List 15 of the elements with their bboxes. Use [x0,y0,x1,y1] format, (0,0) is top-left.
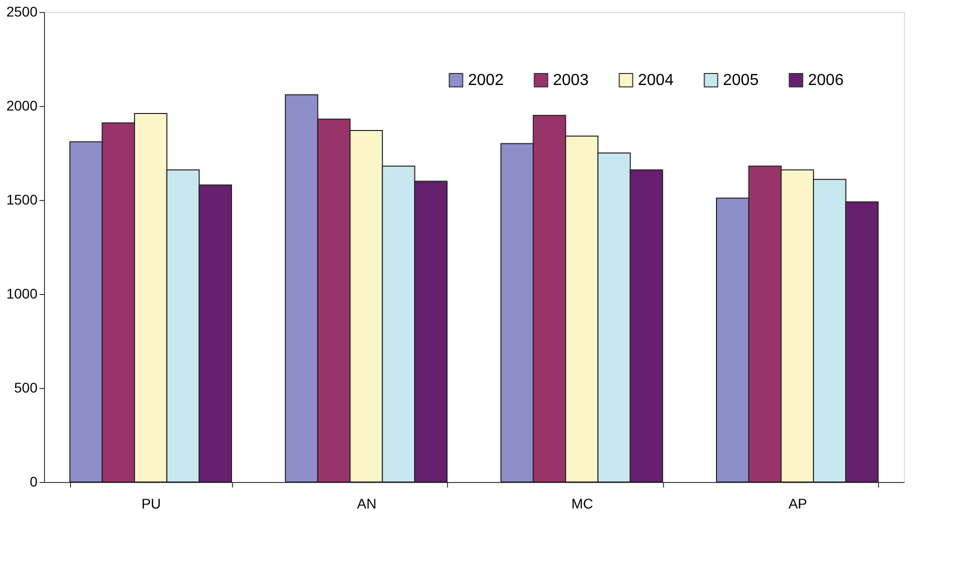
legend-label: 2004 [638,72,674,90]
legend-label: 2003 [553,72,589,90]
y-tick-label: 2000 [6,98,38,114]
x-tick-label: AN [357,496,376,512]
y-tick-label: 2500 [6,4,38,20]
y-tick-label: 1500 [6,192,38,208]
y-tick-label: 0 [30,474,38,490]
y-tick-label: 500 [14,380,38,396]
legend-label: 2002 [468,72,504,90]
legend-label: 2005 [723,72,759,90]
legend-label: 2006 [808,72,844,90]
x-tick-label: AP [788,496,808,512]
x-tick-label: PU [141,496,161,512]
y-tick-label: 1000 [6,286,38,302]
x-tick-label: MC [571,496,594,512]
